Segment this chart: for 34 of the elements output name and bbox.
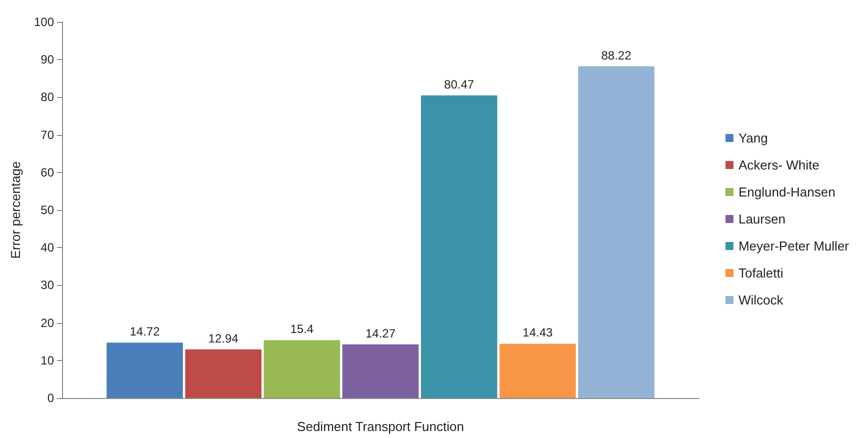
y-tick-label: 20 bbox=[40, 316, 54, 330]
bar bbox=[264, 340, 340, 398]
bar bbox=[500, 344, 576, 398]
bar bbox=[185, 349, 262, 398]
y-tick-label: 100 bbox=[34, 15, 54, 29]
data-label: 15.4 bbox=[290, 322, 314, 336]
y-tick-label: 30 bbox=[40, 278, 54, 292]
legend-label: Wilcock bbox=[738, 292, 784, 308]
legend-label: Meyer-Peter Muller bbox=[738, 238, 850, 254]
y-tick-label: 10 bbox=[40, 353, 54, 368]
y-tick-label: 60 bbox=[40, 165, 54, 180]
y-axis-title: Error percentage bbox=[8, 161, 23, 259]
bar bbox=[106, 342, 183, 398]
bar bbox=[578, 66, 654, 398]
data-label: 14.27 bbox=[365, 326, 396, 340]
y-tick-label: 40 bbox=[40, 240, 54, 255]
bar bbox=[420, 95, 498, 398]
y-tick-label: 80 bbox=[40, 90, 54, 104]
y-tick-label: 70 bbox=[40, 128, 54, 142]
legend-label: Tofaletti bbox=[738, 266, 784, 280]
y-tick-label: 0 bbox=[47, 391, 54, 405]
legend-label: Laursen bbox=[738, 212, 786, 226]
data-label: 14.72 bbox=[130, 324, 160, 339]
data-label: 14.43 bbox=[522, 326, 554, 340]
legend-label: Yang bbox=[738, 130, 768, 146]
legend-label: Ackers- White bbox=[738, 158, 820, 172]
data-label: 12.94 bbox=[208, 331, 239, 346]
y-tick-label: 50 bbox=[40, 203, 54, 217]
y-tick-label: 90 bbox=[40, 52, 54, 67]
bar bbox=[342, 344, 419, 398]
legend-label: Englund-Hansen bbox=[738, 184, 836, 200]
data-label: 88.22 bbox=[601, 48, 632, 62]
data-label: 80.47 bbox=[444, 77, 474, 92]
x-axis-title: Sediment Transport Function bbox=[297, 419, 464, 434]
